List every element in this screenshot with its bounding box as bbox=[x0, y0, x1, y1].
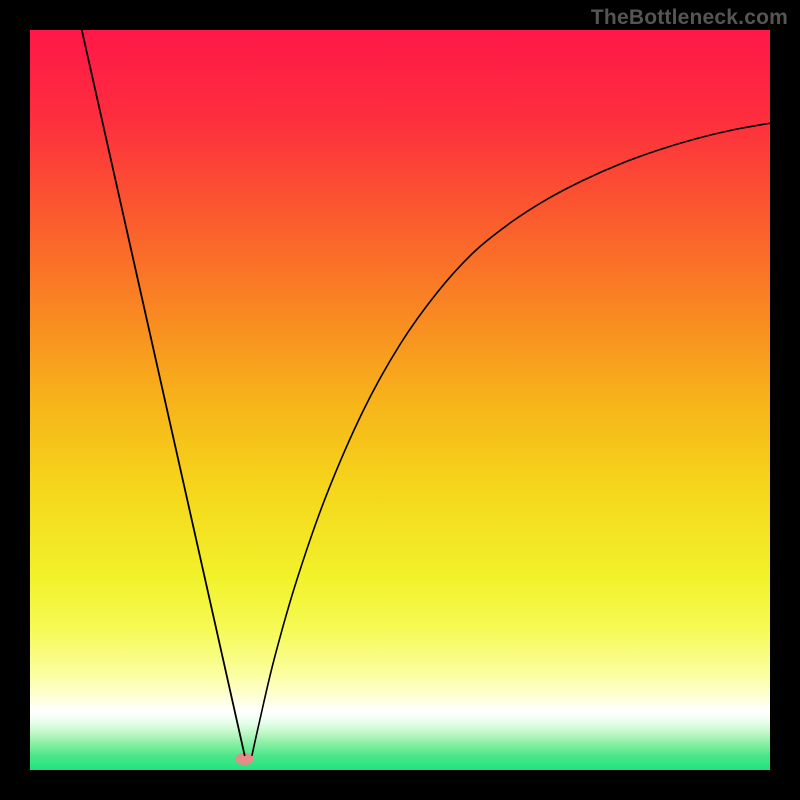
plot-svg bbox=[30, 30, 770, 770]
plot-background bbox=[30, 30, 770, 770]
chart-container: TheBottleneck.com bbox=[0, 0, 800, 800]
watermark-text: TheBottleneck.com bbox=[591, 6, 788, 30]
